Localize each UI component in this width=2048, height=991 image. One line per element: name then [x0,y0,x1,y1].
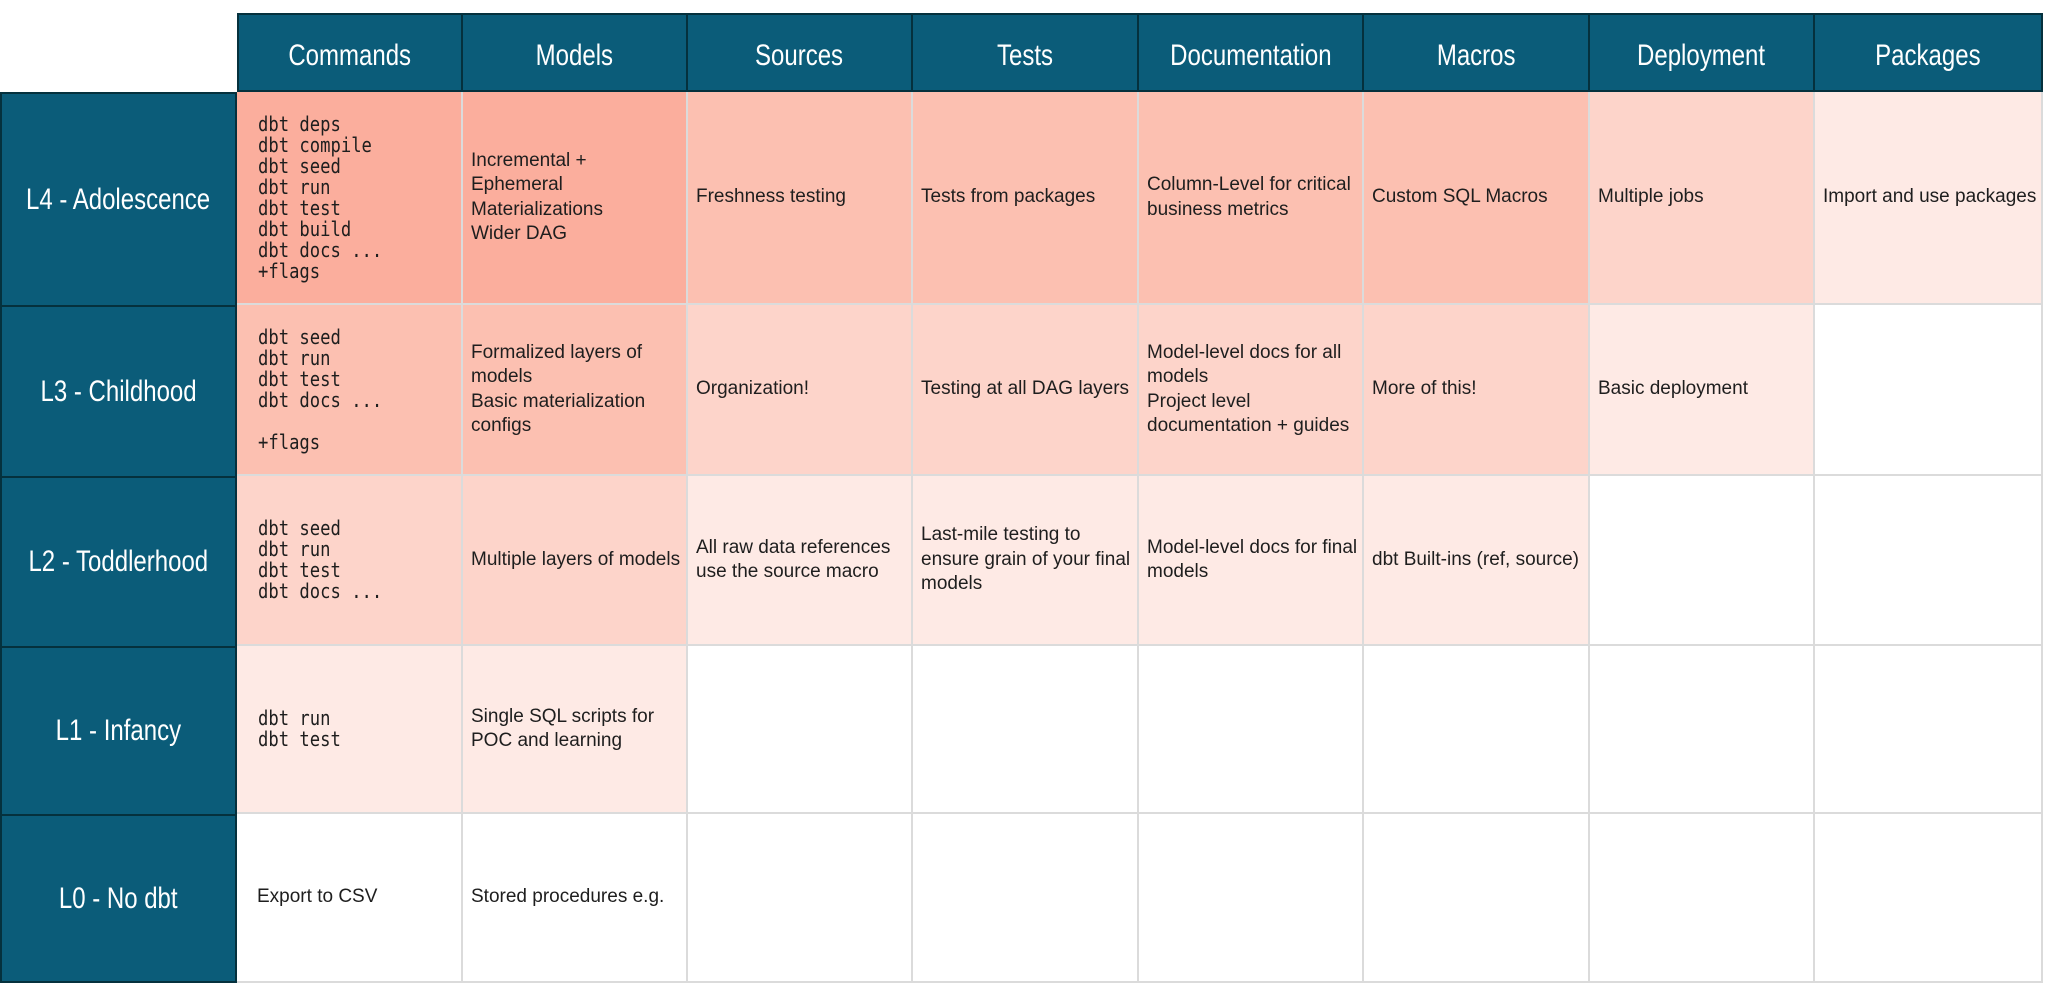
cell-l2-deployment [1590,476,1815,646]
cell-l3-tests: Testing at all DAG layers [913,305,1139,476]
cell-l3-models: Formalized layers of models Basic materi… [463,305,688,476]
cell-l4-deployment: Multiple jobs [1590,92,1815,305]
cell-l0-packages [1815,814,2043,983]
column-header-sources: Sources [688,13,913,92]
cell-l0-tests [913,814,1139,983]
cell-l2-sources: All raw data references use the source m… [688,476,913,646]
column-header-packages: Packages [1815,13,2043,92]
cell-l1-sources [688,646,913,814]
row-header-l1-infancy: L1 - Infancy [0,646,237,814]
cell-l3-documentation: Model-level docs for all models Project … [1139,305,1364,476]
column-header-label: Documentation [1169,38,1332,72]
cell-l1-commands: dbt run dbt test [237,646,463,814]
cell-l1-documentation [1139,646,1364,814]
cell-l3-commands: dbt seed dbt run dbt test dbt docs ... +… [237,305,463,476]
cell-l1-deployment [1590,646,1815,814]
cell-text: dbt deps dbt compile dbt seed dbt run db… [258,111,383,283]
row-header-l2-toddlerhood: L2 - Toddlerhood [0,476,237,646]
column-header-commands: Commands [237,13,463,92]
row-header-label: L3 - Childhood [40,374,197,408]
column-header-label: Sources [755,38,844,72]
cell-l2-tests: Last-mile testing to ensure grain of you… [913,476,1139,646]
column-header-label: Macros [1436,38,1516,72]
cell-l1-macros [1364,646,1590,814]
column-header-macros: Macros [1364,13,1590,92]
column-header-label: Deployment [1637,38,1766,72]
row-header-l4-adolescence: L4 - Adolescence [0,92,237,305]
cell-l1-tests [913,646,1139,814]
cell-l4-documentation: Column-Level for critical business metri… [1139,92,1364,305]
cell-l2-models: Multiple layers of models [463,476,688,646]
cell-l2-macros: dbt Built-ins (ref, source) [1364,476,1590,646]
cell-l3-packages [1815,305,2043,476]
cell-text: dbt run dbt test [258,706,341,751]
row-header-label: L1 - Infancy [55,714,182,747]
row-header-l0-no-dbt: L0 - No dbt [0,814,237,983]
column-header-documentation: Documentation [1139,13,1364,92]
cell-l3-macros: More of this! [1364,305,1590,476]
cell-text: dbt seed dbt run dbt test dbt docs ... [258,516,383,603]
cell-text: dbt seed dbt run dbt test dbt docs ... +… [258,324,383,454]
cell-l2-packages [1815,476,2043,646]
column-header-label: Packages [1875,38,1981,72]
column-header-label: Commands [288,38,412,72]
cell-l4-macros: Custom SQL Macros [1364,92,1590,305]
cell-l0-documentation [1139,814,1364,983]
cell-l3-deployment: Basic deployment [1590,305,1815,476]
column-header-label: Models [535,38,614,72]
row-header-label: L4 - Adolescence [26,182,211,216]
column-header-deployment: Deployment [1590,13,1815,92]
column-header-label: Tests [996,38,1054,72]
row-header-label: L2 - Toddlerhood [28,545,209,578]
cell-l4-models: Incremental + Ephemeral Materializations… [463,92,688,305]
column-header-models: Models [463,13,688,92]
cell-l0-commands: Export to CSV [237,814,463,983]
cell-l0-models: Stored procedures e.g. [463,814,688,983]
cell-l4-sources: Freshness testing [688,92,913,305]
column-header-tests: Tests [913,13,1139,92]
cell-l4-packages: Import and use packages [1815,92,2043,305]
cell-l0-sources [688,814,913,983]
cell-l1-packages [1815,646,2043,814]
cell-l0-macros [1364,814,1590,983]
cell-l0-deployment [1590,814,1815,983]
cell-l4-tests: Tests from packages [913,92,1139,305]
cell-l4-commands: dbt deps dbt compile dbt seed dbt run db… [237,92,463,305]
cell-l2-commands: dbt seed dbt run dbt test dbt docs ... [237,476,463,646]
row-header-label: L0 - No dbt [59,881,178,915]
cell-l1-models: Single SQL scripts for POC and learning [463,646,688,814]
row-header-l3-childhood: L3 - Childhood [0,305,237,476]
cell-l2-documentation: Model-level docs for final models [1139,476,1364,646]
cell-l3-sources: Organization! [688,305,913,476]
